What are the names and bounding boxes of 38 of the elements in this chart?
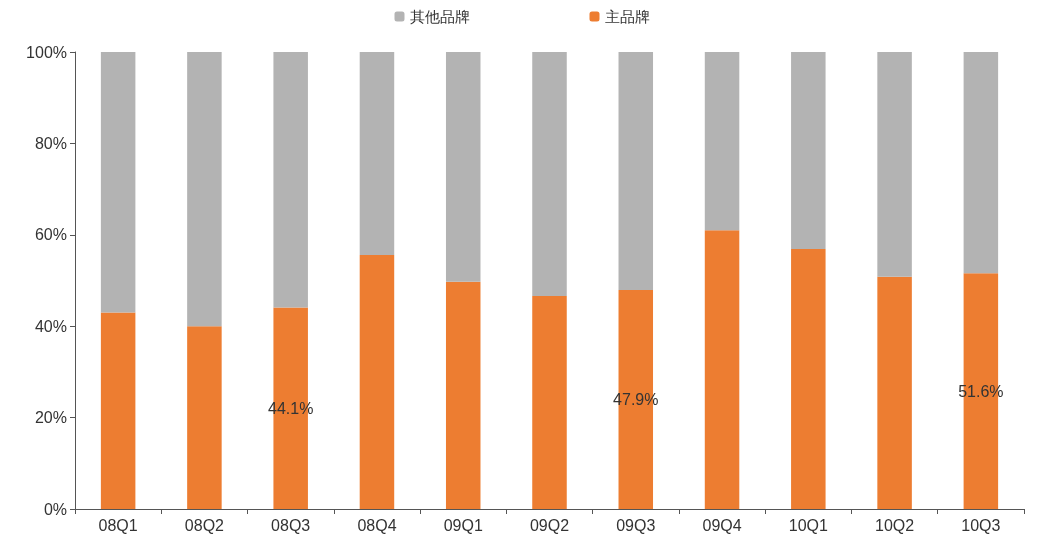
legend-label: 主品牌 <box>604 8 650 25</box>
x-tick-label: 09Q1 <box>443 516 483 534</box>
y-tick-label: 80% <box>34 134 67 152</box>
bar <box>618 52 654 291</box>
bar <box>532 296 567 509</box>
bar <box>704 52 740 231</box>
bar <box>532 52 567 297</box>
x-tick-label: 08Q1 <box>98 516 138 534</box>
bar <box>187 52 222 327</box>
bar <box>100 52 136 313</box>
bar <box>445 281 481 509</box>
bar <box>187 326 222 509</box>
x-tick-label: 08Q4 <box>357 516 397 534</box>
bar <box>877 276 912 509</box>
bar <box>359 52 395 255</box>
x-tick-label: 08Q2 <box>184 516 225 534</box>
bar <box>791 52 826 249</box>
bar <box>963 52 999 274</box>
y-tick-label: 0% <box>43 500 67 518</box>
x-tick-label: 10Q1 <box>788 516 828 534</box>
bar <box>100 312 136 509</box>
bar <box>445 52 481 282</box>
x-tick-label: 10Q2 <box>875 516 915 534</box>
x-tick-label: 08Q3 <box>271 516 311 534</box>
y-tick-label: 60% <box>34 226 67 244</box>
bar <box>877 52 912 277</box>
bar <box>791 248 826 509</box>
x-tick-label: 09Q4 <box>702 516 742 534</box>
y-tick-label: 40% <box>34 317 67 335</box>
y-tick-label: 20% <box>34 409 67 427</box>
legend-label: 其他品牌 <box>409 8 470 25</box>
bar <box>359 254 395 509</box>
y-tick-label: 100% <box>26 43 67 61</box>
x-tick-label: 09Q2 <box>529 516 570 534</box>
bar <box>704 230 740 509</box>
bar <box>273 52 308 308</box>
x-tick-label: 09Q3 <box>616 516 656 534</box>
x-tick-label: 10Q3 <box>961 516 1001 534</box>
